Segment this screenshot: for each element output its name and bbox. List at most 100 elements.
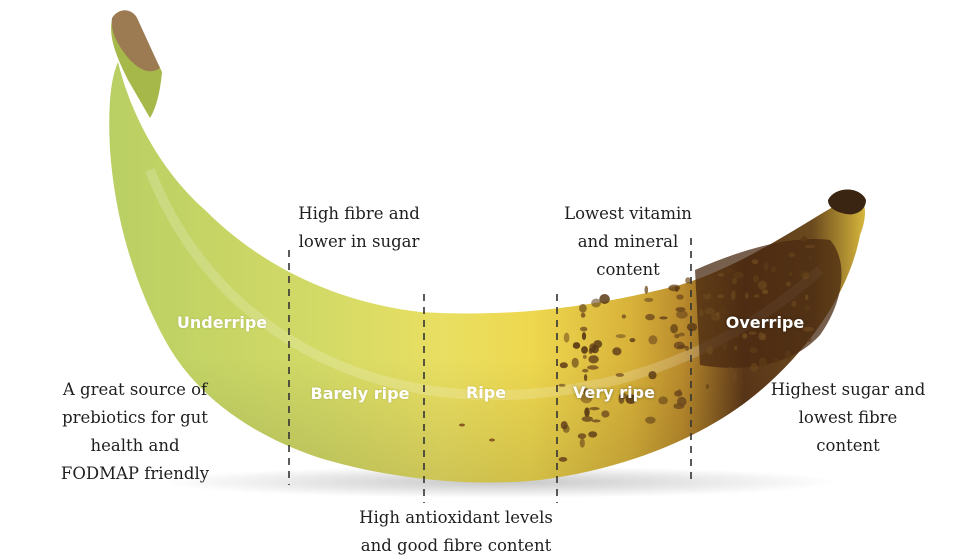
banana-spot (579, 438, 585, 448)
annotation-ripe: High antioxidant levels and good fibre c… (359, 508, 553, 555)
banana-spot (581, 346, 588, 354)
banana-spot (802, 326, 814, 332)
banana-spot (702, 330, 708, 334)
banana-spot (676, 310, 688, 319)
banana-spot (588, 355, 599, 364)
banana-spot (571, 357, 579, 368)
stage-label-overripe: Overripe (725, 313, 805, 332)
banana-spot (734, 345, 738, 351)
banana-spot (788, 252, 795, 258)
banana-spot (563, 332, 570, 343)
banana-spot (677, 396, 687, 407)
banana-spot (764, 262, 768, 271)
banana-spot (659, 316, 668, 320)
banana-spot (584, 407, 590, 418)
banana-spot (758, 332, 764, 341)
banana-spot (742, 333, 748, 339)
banana-spot (648, 371, 657, 380)
banana-spot (601, 410, 610, 418)
banana-spot (801, 236, 808, 242)
banana-spot (732, 372, 737, 381)
banana-spot (720, 305, 726, 316)
banana-spot (644, 297, 654, 302)
banana-spot (559, 362, 568, 369)
banana-spot (717, 272, 725, 277)
banana-spot (750, 362, 758, 372)
banana-spot (580, 312, 586, 318)
banana-spot (727, 366, 733, 376)
banana-spot (805, 294, 809, 301)
banana-spot (612, 347, 622, 356)
banana-spot (717, 294, 725, 299)
banana-spot (762, 289, 769, 295)
banana-stem-tip (111, 10, 160, 72)
banana-spot (625, 394, 637, 404)
banana-spot (701, 289, 712, 295)
banana-spot (785, 350, 792, 361)
banana-spot (648, 335, 658, 345)
banana-spot (748, 331, 757, 335)
banana-spot (599, 294, 610, 304)
banana-spot (618, 393, 628, 399)
banana-spot (757, 280, 767, 290)
annotation-overripe: Highest sugar and lowest fibre content (770, 380, 926, 455)
banana-spot (732, 277, 737, 285)
banana-spot (579, 303, 587, 313)
banana-spot (773, 357, 780, 365)
banana-spot (804, 305, 811, 311)
banana-spot (753, 294, 760, 298)
banana-spot (591, 298, 601, 308)
banana-spot (629, 338, 636, 343)
banana-spot (558, 457, 568, 462)
banana-spot (787, 320, 799, 326)
banana-spot (581, 332, 587, 341)
banana-spot (751, 259, 759, 265)
banana-spot (715, 312, 720, 316)
banana-spot (489, 438, 495, 442)
banana-spot (581, 416, 593, 422)
banana-spot (731, 290, 736, 301)
banana-spot (686, 322, 698, 332)
banana-spot (668, 284, 681, 292)
banana-spot (621, 314, 627, 319)
banana-spot (582, 354, 587, 359)
banana-spot (580, 393, 593, 404)
banana-spot (677, 389, 682, 396)
banana-spot (706, 345, 714, 355)
banana-spot (785, 281, 792, 287)
banana-spot (658, 396, 668, 405)
banana-spot (806, 337, 812, 342)
banana-spot (583, 388, 590, 395)
banana-spot (588, 431, 598, 438)
banana-spot (615, 373, 624, 377)
banana-spot (788, 271, 793, 276)
banana-spot (644, 285, 649, 294)
banana-spot (685, 277, 691, 284)
banana-spot (587, 365, 599, 370)
banana-spot (677, 345, 687, 349)
banana-spot (562, 424, 570, 433)
banana-spot (582, 368, 589, 373)
overripe-patch (695, 239, 842, 368)
banana-spot (591, 419, 601, 423)
banana-spot (593, 340, 603, 349)
banana-spot (645, 416, 656, 424)
banana-spot (459, 423, 465, 427)
banana-spot (749, 347, 758, 354)
annotation-barely-ripe: High fibre and lower in sugar (298, 204, 420, 251)
stage-dividers (288, 238, 692, 503)
ripeness-spots (459, 236, 816, 462)
banana-spot (798, 270, 810, 278)
banana-spot (808, 255, 813, 259)
banana-spot (705, 383, 710, 390)
banana-tip (828, 189, 866, 215)
banana-spot (745, 292, 749, 299)
banana-spot (577, 433, 587, 439)
banana-spot (584, 374, 588, 382)
banana-spot (735, 329, 739, 338)
banana-spot (678, 332, 685, 337)
annotation-very-ripe: Lowest vitamin and mineral content (564, 204, 692, 279)
banana-spot (580, 326, 588, 332)
banana-spot (752, 274, 760, 283)
